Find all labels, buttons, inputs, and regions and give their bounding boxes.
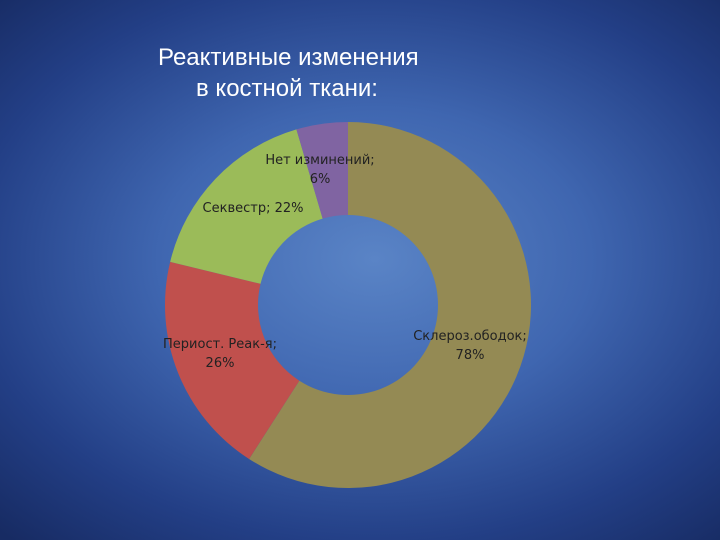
slice-4 [296, 122, 348, 219]
slice-3 [170, 129, 323, 284]
slice-2 [164, 261, 300, 459]
slice-label-name: Секвестр; 22% [203, 201, 304, 216]
slice-label-1: Склероз.ободок; 78% [413, 329, 527, 363]
slice-label-value: 6% [310, 172, 331, 187]
chart-title-line-1: Реактивные изменения [158, 44, 419, 71]
slice-label-2: Периост. Реак-я; 26% [163, 337, 277, 371]
slice-label-4: Нет изминений; 6% [265, 153, 374, 187]
slice-1 [249, 122, 531, 488]
chart-title-line-2: в костной ткани: [196, 75, 378, 102]
slice-label-name: Нет изминений; [265, 153, 374, 168]
slice-label-value: 78% [456, 348, 485, 363]
slice-label-name: Склероз.ободок; [413, 329, 527, 344]
slice-label-value: 26% [206, 356, 235, 371]
chart-title: Реактивные изменения в костной ткани: [158, 42, 498, 104]
slice-label-name: Периост. Реак-я; [163, 337, 277, 352]
slice-label-3: Секвестр; 22% [203, 201, 304, 216]
